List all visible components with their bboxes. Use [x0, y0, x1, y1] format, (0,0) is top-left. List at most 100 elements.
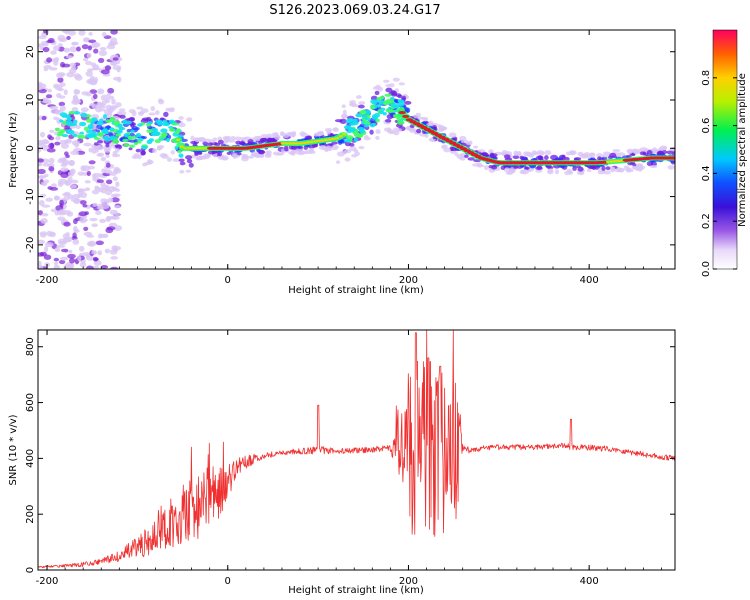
- spectrogram-noise-blob: [85, 265, 94, 269]
- spectrogram-bright-blob: [375, 104, 382, 108]
- spectrogram-x-axis-label: Height of straight line (km): [288, 285, 424, 296]
- spectrogram-noise-blob: [38, 200, 45, 207]
- spectrogram-ridge-core: [309, 140, 314, 144]
- spectrogram-halo-blob: [264, 153, 272, 158]
- spectrogram-bright-blob: [150, 132, 159, 137]
- spectrogram-halo-blob: [349, 145, 357, 152]
- spectrogram-noise-blob: [57, 181, 64, 188]
- spectrogram-halo-blob: [96, 153, 102, 157]
- spectrogram-halo-blob: [95, 103, 102, 108]
- spectrogram-halo-blob: [407, 127, 414, 132]
- spectrogram-noise-blob: [112, 245, 122, 251]
- spectrogram-noise-blob: [78, 211, 88, 217]
- spectrogram-halo-blob: [188, 162, 194, 168]
- spectrogram-noise-blob: [49, 232, 56, 236]
- spectrogram-halo-blob: [291, 133, 296, 138]
- spectrogram-halo-blob: [477, 149, 486, 153]
- spectrogram-noise-blob: [86, 68, 94, 73]
- spectrogram-noise-blob: [99, 46, 107, 51]
- spectrogram-halo-blob: [99, 108, 106, 112]
- spectrogram-noise-blob: [106, 44, 116, 50]
- spectrogram-ridge-core: [295, 142, 300, 145]
- spectrogram-halo-blob: [374, 90, 380, 96]
- spectrogram-bright-blob: [343, 125, 351, 130]
- spectrogram-noise-blob: [80, 200, 87, 205]
- spectrogram-noise-blob: [44, 246, 49, 253]
- spectrogram-noise-blob: [79, 217, 87, 224]
- spectrogram-halo-blob: [279, 152, 284, 156]
- spectrogram-halo-blob: [258, 149, 266, 155]
- spectrogram-halo-blob: [96, 124, 103, 130]
- spectrogram-bright-blob: [72, 133, 78, 138]
- spectrogram-halo-blob: [96, 129, 101, 133]
- spectrogram-halo-blob: [94, 148, 99, 153]
- spectrogram-ridge-core: [302, 141, 307, 145]
- spectrogram-bright-blob: [79, 121, 87, 127]
- spectrogram-halo-blob: [649, 164, 658, 169]
- spectrogram-bright-blob: [123, 143, 130, 147]
- spectrogram-noise-blob: [56, 117, 62, 125]
- spectrogram-noise-blob: [87, 45, 93, 51]
- spectrogram-noise-blob: [82, 204, 88, 208]
- spectrogram-halo-blob: [572, 166, 577, 171]
- spectrogram-y-tick-label: 0: [25, 145, 36, 151]
- spectrogram-halo-blob: [500, 165, 506, 171]
- spectrogram-halo-blob: [128, 108, 136, 114]
- spectrogram-noise-blob: [65, 180, 71, 187]
- spectrogram-ridge-core: [320, 139, 325, 142]
- spectrogram-ridge-core: [201, 147, 206, 150]
- spectrogram-halo-blob: [207, 142, 213, 146]
- spectrogram-bright-blob: [397, 99, 402, 103]
- spectrogram-halo-blob: [489, 153, 498, 158]
- spectrogram-halo-blob: [605, 166, 611, 171]
- spectrogram-bright-blob: [129, 144, 135, 148]
- spectrogram-bright-blob: [59, 112, 68, 117]
- spectrogram-noise-blob: [97, 88, 105, 95]
- spectrogram-halo-blob: [544, 150, 552, 156]
- spectrogram-noise-blob: [81, 252, 90, 257]
- spectrogram-noise-blob: [55, 136, 61, 141]
- spectrogram-noise-blob: [39, 131, 46, 138]
- spectrogram-noise-blob: [77, 171, 85, 176]
- spectrogram-halo-blob: [168, 107, 175, 111]
- spectrogram-halo-blob: [357, 104, 365, 109]
- spectrogram-noise-blob: [111, 197, 120, 203]
- spectrogram-halo-blob: [150, 105, 156, 112]
- spectrogram-halo-blob: [194, 137, 200, 143]
- spectrogram-bright-blob: [346, 130, 352, 134]
- spectrogram-noise-blob: [46, 57, 53, 63]
- spectrogram-noise-blob: [107, 87, 115, 94]
- spectrogram-noise-blob: [59, 61, 66, 68]
- spectrogram-noise-blob: [67, 265, 74, 269]
- spectrogram-noise-blob: [86, 170, 91, 177]
- spectrogram-noise-blob: [61, 161, 69, 166]
- spectrogram-noise-blob: [45, 94, 53, 99]
- spectrogram-halo-blob: [89, 102, 96, 107]
- spectrogram-noise-blob: [67, 171, 75, 177]
- spectrogram-halo-blob: [114, 144, 122, 148]
- spectrogram-noise-blob: [38, 260, 42, 266]
- spectrogram-halo-blob: [186, 117, 193, 122]
- spectrogram-halo-blob: [217, 139, 224, 145]
- spectrogram-noise-blob: [83, 231, 93, 237]
- spectrogram-bright-blob: [70, 122, 78, 126]
- spectrogram-noise-blob: [111, 98, 116, 105]
- spectrogram-halo-blob: [416, 128, 422, 134]
- spectrogram-noise-blob: [57, 34, 66, 42]
- spectrogram-halo-blob: [662, 146, 667, 150]
- spectrogram-halo-blob: [428, 120, 434, 125]
- spectrogram-halo-blob: [165, 107, 170, 112]
- spectrogram-bright-blob: [61, 134, 69, 138]
- spectrogram-halo-blob: [326, 129, 332, 135]
- spectrogram-noise-blob: [104, 186, 109, 191]
- spectrogram-bright-blob: [164, 122, 170, 127]
- spectrogram-halo-blob: [403, 107, 409, 112]
- spectrogram-noise-blob: [48, 166, 55, 172]
- spectrogram-noise-blob: [100, 203, 110, 210]
- spectrogram-ridge-core: [175, 138, 181, 142]
- spectrogram-bright-blob: [105, 119, 112, 123]
- spectrogram-halo-blob: [375, 84, 381, 89]
- spectrogram-halo-blob: [415, 112, 422, 117]
- spectrogram-noise-blob: [47, 88, 52, 93]
- spectrogram-noise-blob: [95, 210, 102, 215]
